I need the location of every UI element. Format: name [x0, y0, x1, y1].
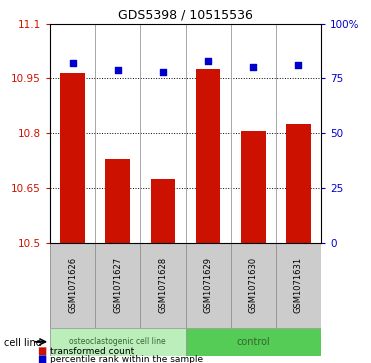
Bar [50, 243, 95, 328]
Bar [241, 131, 266, 243]
Bar [151, 179, 175, 243]
Bar [140, 243, 186, 328]
Text: GSM1071626: GSM1071626 [68, 257, 77, 314]
Text: cell line: cell line [4, 338, 42, 348]
Point [70, 60, 76, 66]
Text: ■: ■ [37, 346, 46, 356]
Point [205, 58, 211, 64]
Bar [105, 159, 130, 243]
Bar [186, 328, 321, 356]
Text: transformed count: transformed count [50, 347, 134, 356]
Bar [60, 73, 85, 243]
Text: osteoclastogenic cell line: osteoclastogenic cell line [69, 337, 166, 346]
Title: GDS5398 / 10515536: GDS5398 / 10515536 [118, 8, 253, 21]
Text: GSM1071631: GSM1071631 [294, 257, 303, 314]
Point [295, 62, 301, 68]
Bar [231, 243, 276, 328]
Bar [95, 243, 140, 328]
Text: percentile rank within the sample: percentile rank within the sample [50, 355, 203, 363]
Bar [186, 243, 231, 328]
Bar [286, 124, 311, 243]
Point [160, 69, 166, 75]
Text: GSM1071627: GSM1071627 [113, 257, 122, 314]
Bar [196, 69, 220, 243]
Text: GSM1071630: GSM1071630 [249, 257, 258, 314]
Text: GSM1071629: GSM1071629 [204, 257, 213, 313]
Text: control: control [236, 337, 270, 347]
Point [250, 65, 256, 70]
Bar [50, 328, 186, 356]
Text: GSM1071628: GSM1071628 [158, 257, 167, 314]
Text: ■: ■ [37, 354, 46, 363]
Bar [276, 243, 321, 328]
Point [115, 67, 121, 73]
